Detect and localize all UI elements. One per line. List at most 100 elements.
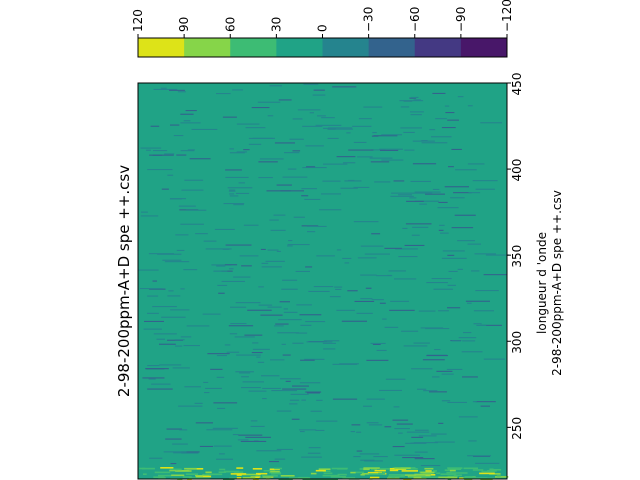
heatmap-streak (309, 112, 314, 114)
heatmap-streak (369, 157, 393, 159)
heatmap-streak (480, 122, 502, 124)
colorbar-segment (460, 38, 508, 57)
heatmap-streak (140, 215, 159, 217)
heatmap-band-cell (318, 468, 331, 470)
heatmap-streak (178, 405, 203, 407)
heatmap-band-cell (270, 470, 280, 473)
heatmap-streak (148, 253, 174, 255)
heatmap-streak (229, 268, 234, 270)
heatmap-streak (160, 87, 167, 89)
heatmap-streak (301, 188, 317, 190)
heatmap-streak (238, 434, 263, 436)
heatmap-streak (379, 389, 402, 391)
heatmap-band-cell (196, 475, 212, 478)
heatmap-band-cell (413, 476, 427, 479)
heatmap-streak (360, 245, 384, 247)
heatmap-streak (180, 150, 195, 152)
heatmap-streak (336, 156, 356, 158)
colorbar-segment (322, 38, 370, 57)
heatmap-streak (351, 424, 361, 426)
heatmap-streak (336, 249, 342, 251)
heatmap-streak (282, 176, 308, 178)
heatmap-streak (203, 240, 217, 242)
heatmap-streak (348, 149, 374, 151)
heatmap-streak (300, 359, 315, 361)
heatmap-streak (164, 153, 175, 155)
heatmap-streak (402, 227, 408, 229)
heatmap-band-cell (280, 475, 295, 477)
heatmap-streak (402, 457, 424, 459)
heatmap-streak (270, 359, 285, 361)
heatmap-streak (185, 110, 197, 112)
heatmap-streak (159, 343, 176, 345)
heatmap-streak (243, 149, 250, 151)
heatmap-band-cell (370, 468, 377, 471)
heatmap-streak (390, 300, 409, 302)
heatmap-streak (146, 368, 165, 370)
heatmap-streak (319, 209, 342, 211)
heatmap-band-cell (361, 473, 370, 475)
heatmap-streak (308, 447, 321, 449)
heatmap-streak (360, 298, 373, 300)
heatmap-band-cell (459, 477, 464, 479)
heatmap-streak (447, 119, 459, 121)
heatmap-band-cell (445, 476, 458, 479)
heatmap-streak (328, 127, 353, 129)
heatmap-streak (467, 243, 481, 245)
heatmap-streak (404, 244, 425, 246)
colorbar-ticks: 120 90 60 30 0 −30 −60 −90 −120 (131, 0, 514, 38)
heatmap-streak (229, 148, 234, 150)
heatmap-band-cell (391, 476, 395, 478)
heatmap-band-cell (424, 467, 434, 470)
heatmap-streak (299, 382, 321, 384)
heatmap-streak (322, 342, 336, 344)
heatmap-band-cell (378, 472, 386, 475)
heatmap-streak (239, 372, 251, 374)
heatmap-streak (480, 324, 502, 326)
heatmap-streak (276, 250, 281, 252)
heatmap-streak (480, 405, 490, 407)
heatmap-streak (451, 148, 462, 150)
heatmap-streak (413, 442, 438, 444)
heatmap-streak (411, 436, 424, 438)
heatmap-streak (287, 244, 310, 246)
heatmap-band-cell (322, 474, 340, 477)
heatmap-band-cell (262, 476, 274, 478)
heatmap-streak (214, 228, 235, 230)
heatmap-streak (271, 390, 297, 392)
heatmap-streak (398, 256, 418, 258)
heatmap-streak (159, 364, 182, 366)
heatmap-streak (289, 138, 304, 140)
heatmap-streak (170, 124, 180, 126)
heatmap-streak (301, 399, 306, 401)
heatmap-streak (447, 307, 461, 309)
heatmap-streak (414, 191, 441, 193)
heatmap-streak (234, 336, 255, 338)
heatmap-streak (306, 166, 316, 168)
heatmap-streak (412, 163, 437, 165)
heatmap-streak (304, 198, 321, 200)
heatmap-streak (454, 214, 476, 216)
colorbar-tick-label: 60 (223, 17, 237, 32)
heatmap-band-cell (404, 468, 418, 470)
heatmap-band-cell (413, 475, 431, 477)
heatmap-streak (474, 253, 496, 255)
heatmap-streak (304, 358, 325, 360)
heatmap-band-cell (387, 477, 400, 480)
heatmap-band-cell (463, 467, 478, 470)
heatmap-streak (371, 299, 384, 301)
heatmap-band-cell (205, 473, 223, 476)
heatmap-streak (473, 455, 490, 457)
heatmap-band-cell (350, 471, 356, 474)
heatmap-streak (310, 410, 322, 412)
heatmap-streak (273, 214, 286, 216)
heatmap-streak (152, 306, 177, 308)
heatmap-streak (173, 452, 183, 454)
heatmap-streak (302, 125, 323, 127)
heatmap-band-cell (388, 475, 405, 478)
heatmap-streak (467, 163, 485, 165)
colorbar-tick-label: 120 (131, 9, 145, 32)
heatmap-streak (411, 96, 419, 98)
heatmap-streak (398, 432, 403, 434)
heatmap-streak (438, 310, 449, 312)
